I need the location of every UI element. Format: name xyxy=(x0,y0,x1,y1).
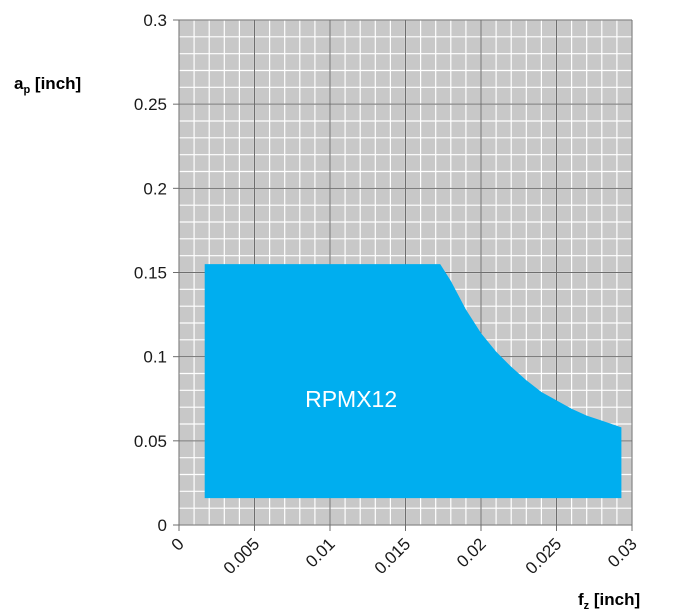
y-tick-label: 0.05 xyxy=(134,432,167,451)
region-area xyxy=(204,264,622,499)
x-tick-label: 0.025 xyxy=(522,534,566,578)
y-axis-title-unit: [inch] xyxy=(30,74,81,93)
x-tick-label: 0.02 xyxy=(453,534,490,571)
y-tick-label: 0.2 xyxy=(143,179,167,198)
x-tick-labels: 0 0.005 0.01 0.015 0.02 0.025 0.03 xyxy=(168,534,641,578)
x-tick-label: 0.03 xyxy=(604,534,641,571)
x-tick-label: 0.015 xyxy=(371,534,415,578)
y-tick-label: 0.1 xyxy=(143,348,167,367)
x-tick-label: 0.01 xyxy=(302,534,339,571)
x-tick-label: 0 xyxy=(168,534,188,554)
y-tick-labels: 0 0.05 0.1 0.15 0.2 0.25 0.3 xyxy=(134,11,167,535)
y-tick-label: 0.3 xyxy=(143,11,167,30)
data-regions: RPMX12 xyxy=(204,264,622,499)
y-tick-label: 0.25 xyxy=(134,95,167,114)
region-label: RPMX12 xyxy=(305,386,397,412)
y-tick-label: 0 xyxy=(158,516,167,535)
y-tick-label: 0.15 xyxy=(134,264,167,283)
y-axis-title: ap [inch] xyxy=(14,74,81,96)
x-axis-title: fz [inch] xyxy=(578,590,640,612)
y-axis-title-subscript: p xyxy=(23,84,30,96)
x-axis-title-subscript: z xyxy=(584,600,590,612)
x-tick-label: 0.005 xyxy=(220,534,264,578)
x-axis-title-unit: [inch] xyxy=(589,590,640,609)
